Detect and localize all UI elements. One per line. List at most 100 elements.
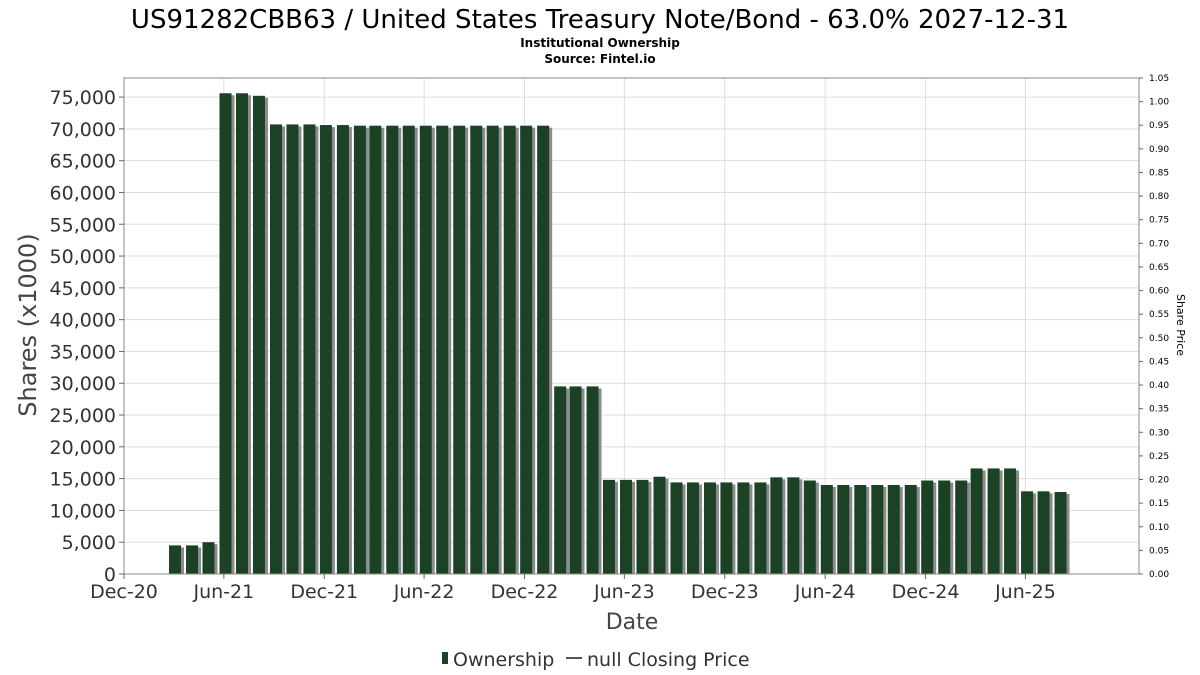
y2-tick-label: 0.80 [1149,192,1169,202]
ownership-bar [987,468,1000,574]
ownership-bar [336,125,349,575]
x-tick-label: Jun-24 [794,581,856,603]
ownership-bar [520,125,533,574]
y-tick-label: 15,000 [50,469,116,491]
ownership-bar [569,386,582,574]
y-axis-ticks: 0 5,000 10,000 15,000 20,000 25,000 30,000 35,0… [50,87,124,586]
ownership-bar [503,125,516,574]
x-tick-label: Jun-25 [994,581,1056,603]
y2-tick-label: 0.30 [1149,428,1169,438]
y2-tick-label: 0.15 [1149,499,1169,509]
y2-tick-label: 0.90 [1149,145,1169,155]
ownership-bar [970,468,983,574]
ownership-bar [252,95,265,575]
legend: Ownership null Closing Price [442,649,750,671]
ownership-bar [955,480,968,574]
y2-tick-label: 0.70 [1149,239,1169,249]
y-tick-label: 40,000 [50,310,116,332]
y-tick-label: 60,000 [50,182,116,204]
chart-title: US91282CBB63 / United States Treasury No… [131,5,1069,35]
y-tick-label: 75,000 [50,87,116,109]
y-tick-label: 5,000 [62,532,116,554]
plot-frame [123,77,1140,575]
ownership-bar [202,542,215,574]
x-tick-label: Dec-21 [290,581,358,603]
y-axis-label: Shares (x1000) [14,233,42,416]
ownership-bar [938,480,951,574]
ownership-bar [636,479,649,574]
y-tick-label: 50,000 [50,246,116,268]
ownership-bar [319,125,332,575]
ownership-bar [554,386,567,574]
ownership-bar [670,482,683,574]
y2-tick-label: 0.45 [1149,357,1169,367]
ownership-bar [603,479,616,574]
y-tick-label: 20,000 [50,437,116,459]
y2-tick-label: 0.10 [1149,523,1169,533]
y2-tick-label: 0.65 [1149,263,1169,273]
x-tick-label: Dec-22 [491,581,559,603]
y2-tick-label: 0.75 [1149,216,1169,226]
y-tick-label: 30,000 [50,373,116,395]
y2-tick-label: 0.55 [1149,310,1169,320]
ownership-bar [754,482,767,574]
ownership-bar [803,480,816,574]
y2-tick-label: 0.60 [1149,287,1169,297]
y-tick-label: 0 [104,564,116,586]
ownership-bar [787,477,800,574]
ownership-bar [737,482,750,574]
ownership-bar [402,125,415,574]
ownership-bar [286,124,299,575]
ownership-bar [269,124,282,575]
ownership-bar [1004,468,1017,574]
ownership-bar [921,480,934,574]
ownership-bar [537,125,550,574]
ownership-bar [186,545,199,574]
y-tick-label: 65,000 [50,151,116,173]
y-tick-label: 45,000 [50,278,116,300]
ownership-bar [235,93,248,574]
x-tick-label: Jun-23 [593,581,655,603]
ownership-bar [837,484,850,574]
x-axis-ticks: Dec-20 Jun-21 Dec-21 Jun-22 Dec-22 Jun-23 Dec-… [90,574,1056,603]
legend-ownership-swatch [442,652,448,664]
y-tick-label: 35,000 [50,341,116,363]
y2-tick-label: 0.95 [1149,121,1169,131]
y-tick-label: 70,000 [50,119,116,141]
x-tick-label: Dec-20 [90,581,158,603]
ownership-bar [871,484,884,574]
ownership-bar [219,93,232,574]
ownership-bar [770,477,783,574]
ownership-bar [1021,491,1034,574]
ownership-bar [470,125,483,574]
x-tick-label: Dec-24 [892,581,960,603]
y-tick-label: 55,000 [50,214,116,236]
ownership-bar [854,484,867,574]
ownership-bar [353,125,366,574]
y2-tick-label: 0.50 [1149,334,1169,344]
ownership-bar [369,125,382,574]
ownership-bar [703,482,716,574]
x-axis-label: Date [606,610,659,635]
y2-tick-label: 0.20 [1149,476,1169,486]
ownership-bar [653,476,666,574]
ownership-bar [303,124,316,575]
ownership-bar [386,125,399,574]
y2-tick-label: 0.40 [1149,381,1169,391]
ownership-bar [887,484,900,574]
ownership-bar [686,482,699,574]
ownership-bar [820,484,833,574]
ownership-bar [486,125,499,574]
ownership-bar [419,125,432,574]
ownership-bar [904,484,917,574]
ownership-bar [436,125,449,574]
y2-tick-label: 0.85 [1149,168,1169,178]
ownership-bars [169,93,1070,575]
y2-axis-ticks: 0.00 0.05 0.10 0.15 0.20 0.25 0.30 0.35 0.40 0.45… [1139,74,1169,580]
ownership-bar [1037,491,1050,574]
ownership-bar [586,386,599,574]
x-tick-label: Jun-21 [192,581,254,603]
ownership-bar [169,545,182,574]
y2-tick-label: 1.05 [1149,74,1169,84]
